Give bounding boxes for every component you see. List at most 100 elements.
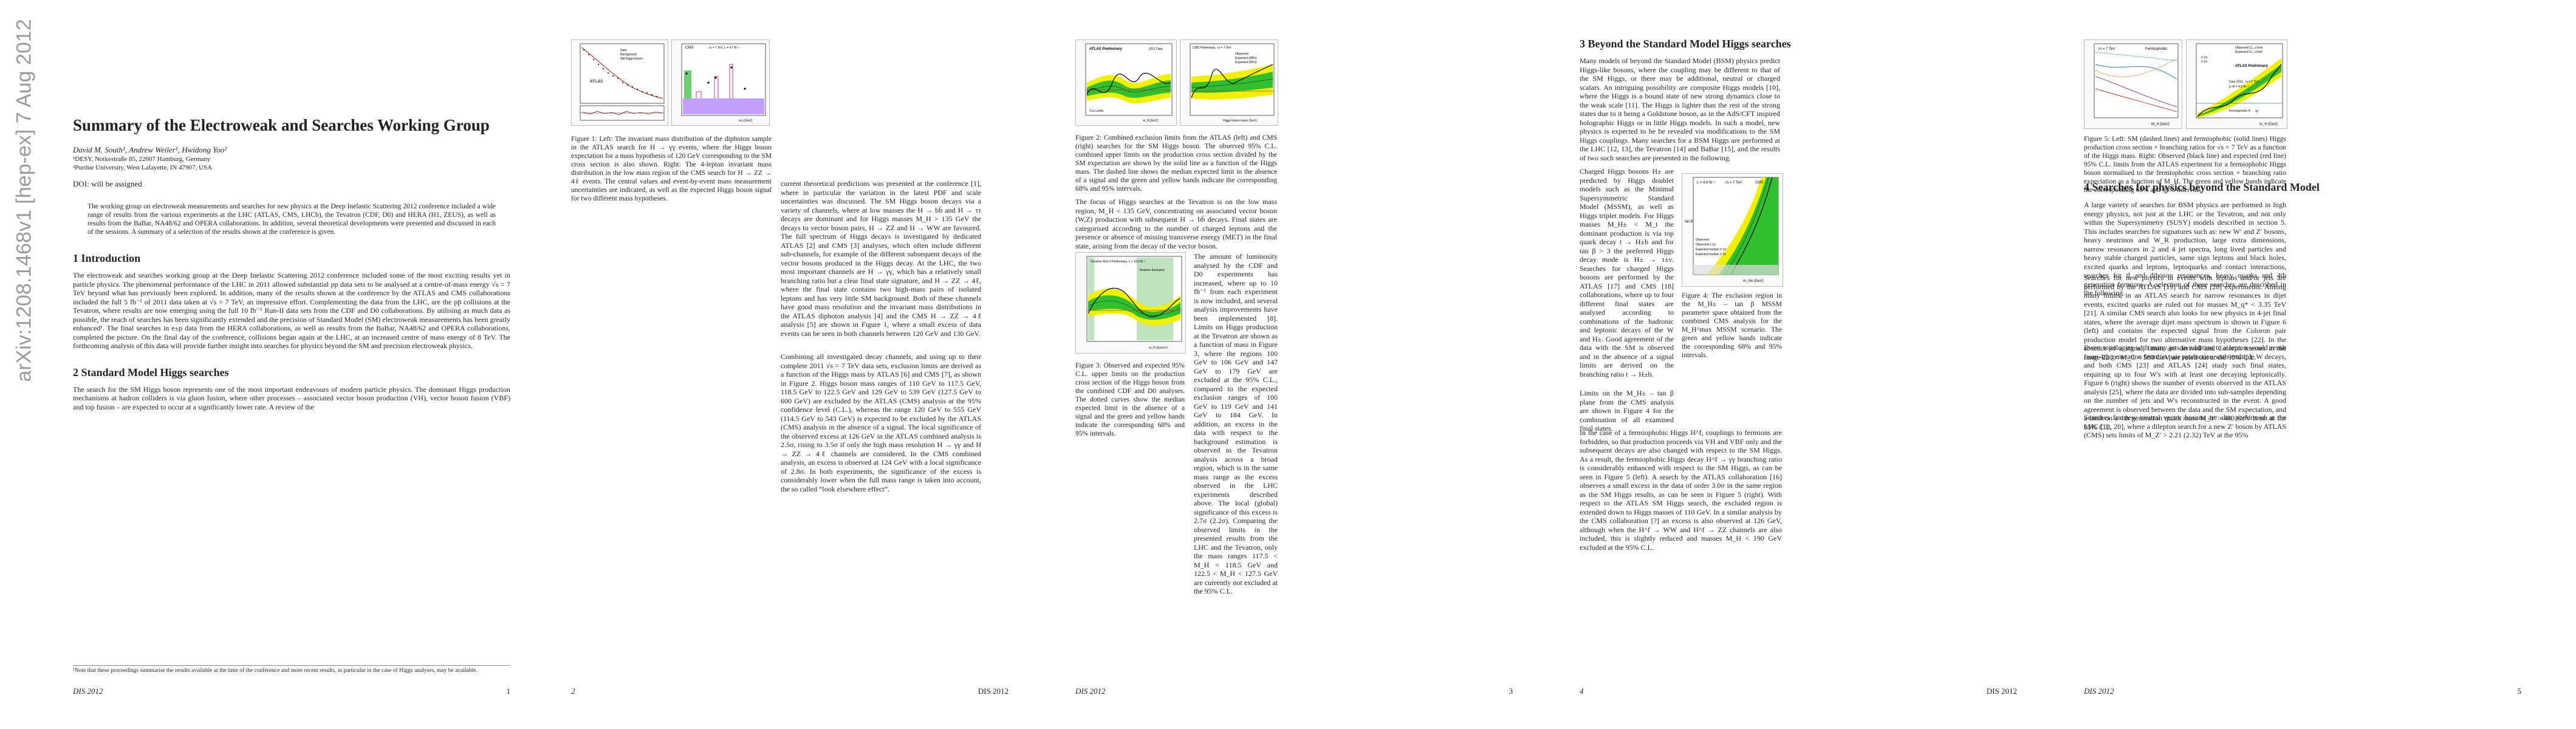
y-axis-label: tan β xyxy=(1685,220,1693,224)
fermiophobic-limit-plot: Observed CL_s limit Expected CL_s limit … xyxy=(2196,43,2283,126)
page-number: 2 xyxy=(571,686,575,696)
energy-label: √s = 7 TeV xyxy=(2098,47,2115,51)
legend-signal: SM Higgs boson xyxy=(620,57,643,61)
x-axis-label: m₄ℓ [GeV] xyxy=(739,119,753,123)
figure-1-left-diphoton: ATLAS Data Background SM Higgs boson xyxy=(571,39,668,126)
page-number: 1 xyxy=(506,686,511,696)
lumi-label: ∫L dt = 4.9 fb⁻¹ xyxy=(2228,85,2249,89)
energy-label: √s = 7 TeV xyxy=(1725,180,1742,185)
footer-conference: DIS 2012 xyxy=(73,686,103,696)
figure-1-caption: Figure 1: Left: The invariant mass distr… xyxy=(571,135,772,202)
paper-title: Summary of the Electroweak and Searches … xyxy=(73,116,490,134)
energy-label: √s = 7 TeV, L = 4.7 fb⁻¹ xyxy=(708,46,739,50)
affiliation-2: ²Purdue University, West Lafayette, IN 4… xyxy=(73,164,213,171)
legend-2sigma: ± 2σ xyxy=(2201,60,2208,64)
charged-higgs-limits-text: Limits on the M_H± – tan β plane from th… xyxy=(1580,389,1674,433)
atlas-prelim-label: ATLAS Preliminary xyxy=(2235,64,2269,68)
legend-exp68: Expected (68%) xyxy=(1235,56,1257,60)
cms-label: CMS xyxy=(685,46,693,50)
page-4: 3 Beyond the Standard Model Higgs search… xyxy=(1580,24,2017,699)
footer-conference: DIS 2012 xyxy=(2084,686,2114,696)
figure-1-right-4lepton: CMS √s = 7 TeV, L = 4.7 fb⁻¹ m₄ℓ [GeV] xyxy=(671,39,770,126)
page3-text-left: The focus of Higgs searches at the Tevat… xyxy=(1075,197,1277,250)
bsm-searches-p3: Event topologies with many jets in addit… xyxy=(2084,343,2286,431)
figure-4-caption: Figure 4: The exclusion region in the M_… xyxy=(1682,292,1782,359)
bsm-searches-p4: Searches for new neutral vector bosons a… xyxy=(2084,413,2286,439)
cms-limit-plot: CMS Preliminary, √s = 7 TeV Observed Exp… xyxy=(1190,43,1275,123)
legend-exp95: Expected (95%) xyxy=(1235,61,1257,64)
arxiv-stamp: arXiv:1208.1468v1 [hep-ex] 7 Aug 2012 xyxy=(12,19,36,382)
page2-text-left: current theoretical predictions was pres… xyxy=(781,179,981,338)
legend-exp1: Expected median ± 1σ xyxy=(1696,248,1727,252)
legend-exp2: Expected median ± 2σ xyxy=(1696,253,1727,256)
doi: DOI: will be assigned xyxy=(73,179,142,188)
page-number: 5 xyxy=(2517,686,2522,696)
fermiophobic-text: In the case of a fermiophobic Higgs H^f,… xyxy=(1580,428,1782,552)
page-3: ATLAS Preliminary 2011 Data CLs Limits m… xyxy=(1075,24,1513,699)
section-heading-bsm-searches: 4 Searches for physics beyond the Standa… xyxy=(2084,181,2320,193)
affiliation-1: ¹DESY, Notkestraße 85, 22607 Hamburg, Ge… xyxy=(73,156,211,163)
tevatron-exclusion-label: Tevatron Exclusion xyxy=(1139,269,1165,272)
page-footer: 2 DIS 2012 xyxy=(571,686,1009,699)
page2-text-right: Combining all investigated decay channel… xyxy=(781,352,981,493)
sm-higgs-text: The search for the SM Higgs boson repres… xyxy=(73,385,510,411)
page-footer: DIS 2012 5 xyxy=(2084,686,2521,699)
introduction-text: The electroweak and searches working gro… xyxy=(73,271,510,350)
four-lepton-mass-plot: CMS √s = 7 TeV, L = 4.7 fb⁻¹ m₄ℓ [GeV] xyxy=(681,43,766,123)
x-axis-label: m_H (GeV/c²) xyxy=(1149,346,1168,350)
footer-conference: DIS 2012 xyxy=(1986,686,2017,696)
atlas-label: ATLAS xyxy=(590,80,603,84)
channel-label: Fermiophobic H → γγ xyxy=(2229,109,2259,113)
abstract: The working group on electroweak measure… xyxy=(87,203,496,236)
bsm-searches-p1: A large variety of searches for BSM phys… xyxy=(2084,200,2286,297)
legend-observed: Observed CL_s limit xyxy=(2235,46,2263,50)
charged-higgs-text: Charged Higgs bosons H± are predicted by… xyxy=(1580,167,1674,378)
section-heading-sm-higgs: 2 Standard Model Higgs searches xyxy=(73,366,229,378)
cls-label: CLs Limits xyxy=(1089,109,1104,113)
figure-2-right-cms-limit: CMS Preliminary, √s = 7 TeV Observed Exp… xyxy=(1180,39,1278,126)
x-axis-label: m_H± (GeV) xyxy=(1743,279,1764,283)
tevatron-limit-plot: Tevatron Run II Preliminary, L ≤ 10.0 fb… xyxy=(1086,256,1182,350)
page3-text-right: The amount of luminosity analysed by the… xyxy=(1194,252,1278,595)
legend-1sigma: ± 1σ xyxy=(2201,56,2208,60)
tevatron-title: Tevatron Run II Preliminary, L ≤ 10.0 fb… xyxy=(1091,260,1146,264)
page-number: 4 xyxy=(1580,686,1584,696)
page-footer: DIS 2012 3 xyxy=(1075,686,1513,699)
fermiophobic-xsec-plot: √s = 7 TeV Fermiophobic M_H [GeV] xyxy=(2094,43,2179,126)
figure-5-caption: Figure 5: Left: SM (dashed lines) and fe… xyxy=(2084,135,2286,194)
fermiophobic-label: Fermiophobic xyxy=(2145,47,2167,51)
diphoton-mass-plot: ATLAS Data Background SM Higgs boson xyxy=(580,43,665,121)
legend-data: Data xyxy=(620,49,627,52)
footer-conference: DIS 2012 xyxy=(978,686,1009,696)
figure-2-left-atlas-limit: ATLAS Preliminary 2011 Data CLs Limits m… xyxy=(1075,39,1177,126)
page-footer: 4 DIS 2012 xyxy=(1580,686,2017,699)
bsm-higgs-text: Many models of beyond the Standard Model… xyxy=(1580,56,1780,162)
charged-higgs-exclusion-plot: L = 4.6 fb⁻¹ √s = 7 TeV CMS Observed Obs… xyxy=(1685,177,1779,283)
page-2: ATLAS Data Background SM Higgs boson CMS… xyxy=(571,24,1009,699)
figure-4-charged-higgs: L = 4.6 fb⁻¹ √s = 7 TeV CMS Observed Obs… xyxy=(1682,173,1783,287)
authors: David M. South¹, Andrew Weiler¹, Hwidong… xyxy=(73,145,227,154)
figure-3-tevatron: Tevatron Run II Preliminary, L ≤ 10.0 fb… xyxy=(1075,252,1186,354)
atlas-limit-plot: ATLAS Preliminary 2011 Data CLs Limits m… xyxy=(1085,43,1173,123)
legend-observed: Observed xyxy=(1696,238,1709,242)
page-1: Summary of the Electroweak and Searches … xyxy=(73,24,510,699)
data-year-label: 2011 Data xyxy=(1149,47,1163,51)
page-5: √s = 7 TeV Fermiophobic M_H [GeV] Observ… xyxy=(2084,24,2521,699)
x-axis-label: m_H [GeV] xyxy=(1143,119,1158,123)
footnote: ¹Note that these proceedings summarise t… xyxy=(73,665,510,674)
x-axis-label: Higgs boson mass (GeV) xyxy=(1223,119,1257,123)
section-heading-introduction: 1 Introduction xyxy=(73,252,141,264)
bsm-searches-p2: Searches for new physics in events with … xyxy=(2084,273,2286,361)
cms-label: CMS xyxy=(1755,181,1763,185)
x-axis-label: m_H [GeV] xyxy=(2259,123,2278,126)
legend-bkg: Background xyxy=(620,53,637,56)
section-heading-bsm-higgs: 3 Beyond the Standard Model Higgs search… xyxy=(1580,38,1791,50)
atlas-prelim-label: ATLAS Preliminary xyxy=(1089,47,1123,51)
page-footer: DIS 2012 1 xyxy=(73,686,510,699)
page-number: 3 xyxy=(1509,686,1513,696)
figure-2-caption: Figure 2: Combined exclusion limits from… xyxy=(1075,134,1277,193)
legend-expected: Expected CL_s limit xyxy=(2235,50,2263,54)
figure-3-caption: Figure 3: Observed and expected 95% C.L.… xyxy=(1075,362,1185,437)
legend-observed: Observed xyxy=(1235,52,1249,56)
data-label: Data 2011, √s = 7 TeV xyxy=(2229,80,2259,84)
